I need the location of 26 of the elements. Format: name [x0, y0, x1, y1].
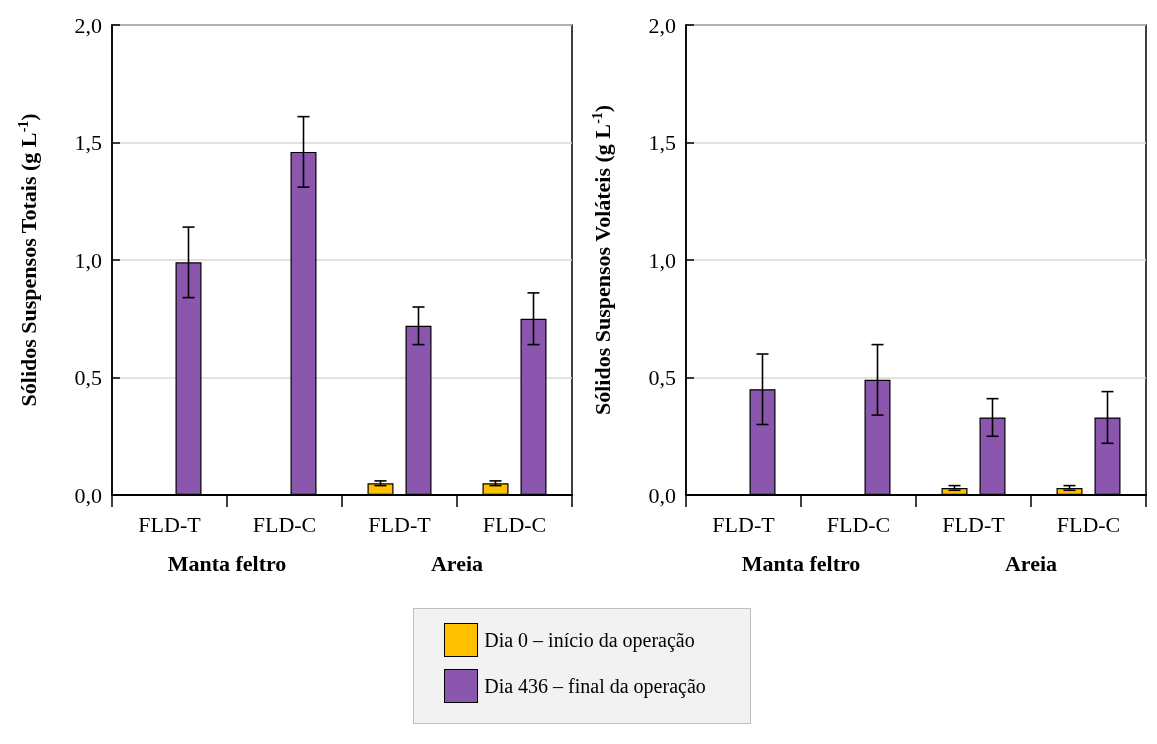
y-tick-label: 0,5: [74, 365, 102, 390]
x-tick-label: FLD-T: [368, 511, 432, 537]
legend-label: Dia 0 – início da operação: [484, 628, 695, 652]
text: Manta feltro: [167, 550, 287, 576]
y-tick-label: 0,5: [648, 365, 676, 390]
text: Manta feltro: [741, 550, 861, 576]
x-tick-label: FLD-T: [942, 511, 1006, 537]
x-tick-label: FLD-C: [252, 511, 317, 537]
y-tick-label: 1,0: [648, 247, 676, 273]
x-tick-label: FLD-C: [482, 511, 547, 537]
y-tick-label: 1,0: [74, 247, 102, 273]
y-tick-label: 0,0: [648, 482, 676, 508]
text: Areia: [430, 550, 484, 576]
legend-label: Dia 436 – final da operação: [484, 674, 706, 698]
x-tick-label: FLD-C: [1056, 511, 1121, 537]
y-axis-title: Sólidos Suspensos Totais (g L-1): [15, 113, 41, 407]
y-axis-title: Sólidos Suspensos Voláteis (g L-1): [589, 104, 615, 415]
y-tick-label: 2,0: [74, 12, 102, 38]
y-tick-label: 2,0: [648, 12, 676, 38]
y-tick-label: 1,5: [648, 130, 676, 155]
y-tick-label: 1,5: [74, 130, 102, 155]
text: Areia: [1004, 550, 1058, 576]
x-tick-label: FLD-T: [138, 511, 202, 537]
x-tick-label: FLD-C: [826, 511, 891, 537]
y-tick-label: 0,0: [74, 482, 102, 508]
x-tick-label: FLD-T: [712, 511, 776, 537]
